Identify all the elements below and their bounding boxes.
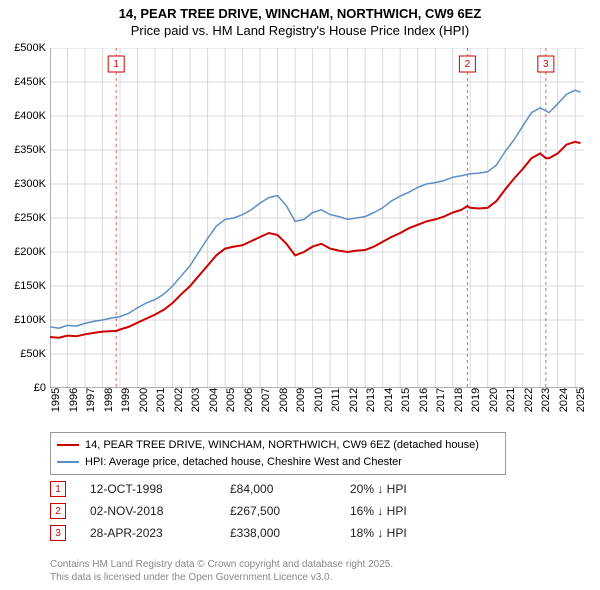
attribution-footer: Contains HM Land Registry data © Crown c… bbox=[50, 558, 393, 584]
x-axis-label: 1997 bbox=[85, 388, 97, 412]
x-axis-label: 2009 bbox=[295, 388, 307, 412]
x-axis-label: 2019 bbox=[470, 388, 482, 412]
sale-hpi-diff: 16% ↓ HPI bbox=[350, 504, 470, 518]
sale-date: 12-OCT-1998 bbox=[90, 482, 230, 496]
x-axis-label: 2001 bbox=[155, 388, 167, 412]
series-property bbox=[50, 142, 581, 338]
sale-price: £84,000 bbox=[230, 482, 350, 496]
sale-marker-icon: 3 bbox=[50, 525, 66, 541]
x-axis-label: 2003 bbox=[190, 388, 202, 412]
x-axis-label: 2024 bbox=[558, 388, 570, 412]
y-axis-label: £100K bbox=[2, 314, 46, 326]
y-axis-label: £200K bbox=[2, 246, 46, 258]
title-address: 14, PEAR TREE DRIVE, WINCHAM, NORTHWICH,… bbox=[0, 6, 600, 23]
x-axis-label: 2007 bbox=[260, 388, 272, 412]
sale-hpi-diff: 20% ↓ HPI bbox=[350, 482, 470, 496]
y-axis-label: £0 bbox=[2, 382, 46, 394]
chart-container: 14, PEAR TREE DRIVE, WINCHAM, NORTHWICH,… bbox=[0, 0, 600, 590]
x-axis-label: 2015 bbox=[400, 388, 412, 412]
legend-swatch bbox=[57, 461, 79, 463]
chart-area: 123 £0£50K£100K£150K£200K£250K£300K£350K… bbox=[50, 48, 584, 388]
x-axis-label: 2020 bbox=[488, 388, 500, 412]
x-axis-label: 2011 bbox=[330, 388, 342, 412]
y-axis-label: £50K bbox=[2, 348, 46, 360]
sale-marker-icon: 2 bbox=[50, 503, 66, 519]
sales-table: 1 12-OCT-1998£84,00020% ↓ HPI 2 02-NOV-2018… bbox=[50, 478, 470, 544]
footer-line1: Contains HM Land Registry data © Crown c… bbox=[50, 558, 393, 571]
y-axis-label: £500K bbox=[2, 42, 46, 54]
x-axis-label: 2014 bbox=[383, 388, 395, 412]
sale-date: 28-APR-2023 bbox=[90, 526, 230, 540]
x-axis-label: 1998 bbox=[103, 388, 115, 412]
svg-text:1: 1 bbox=[113, 59, 119, 70]
y-axis-label: £250K bbox=[2, 212, 46, 224]
x-axis-label: 2021 bbox=[505, 388, 517, 412]
series-hpi bbox=[50, 90, 581, 328]
y-axis-label: £300K bbox=[2, 178, 46, 190]
y-axis-label: £350K bbox=[2, 144, 46, 156]
svg-text:3: 3 bbox=[543, 59, 549, 70]
x-axis-label: 2005 bbox=[225, 388, 237, 412]
x-axis-label: 2023 bbox=[540, 388, 552, 412]
x-axis-label: 2018 bbox=[453, 388, 465, 412]
legend-label: 14, PEAR TREE DRIVE, WINCHAM, NORTHWICH,… bbox=[85, 437, 479, 454]
title-block: 14, PEAR TREE DRIVE, WINCHAM, NORTHWICH,… bbox=[0, 0, 600, 40]
sale-hpi-diff: 18% ↓ HPI bbox=[350, 526, 470, 540]
x-axis-label: 1999 bbox=[120, 388, 132, 412]
x-axis-label: 2008 bbox=[278, 388, 290, 412]
sale-date: 02-NOV-2018 bbox=[90, 504, 230, 518]
legend-item: HPI: Average price, detached house, Ches… bbox=[57, 454, 499, 471]
x-axis-label: 2006 bbox=[243, 388, 255, 412]
x-axis-label: 1995 bbox=[50, 388, 62, 412]
x-axis-label: 2016 bbox=[418, 388, 430, 412]
sale-row: 3 28-APR-2023£338,00018% ↓ HPI bbox=[50, 522, 470, 544]
sale-price: £267,500 bbox=[230, 504, 350, 518]
x-axis-label: 2012 bbox=[348, 388, 360, 412]
x-axis-label: 2010 bbox=[313, 388, 325, 412]
legend-label: HPI: Average price, detached house, Ches… bbox=[85, 454, 402, 471]
x-axis-label: 1996 bbox=[68, 388, 80, 412]
y-axis-label: £450K bbox=[2, 76, 46, 88]
legend-swatch bbox=[57, 444, 79, 446]
x-axis-label: 2000 bbox=[138, 388, 150, 412]
footer-line2: This data is licensed under the Open Gov… bbox=[50, 571, 393, 584]
x-axis-label: 2004 bbox=[208, 388, 220, 412]
title-subtitle: Price paid vs. HM Land Registry's House … bbox=[0, 23, 600, 40]
line-chart: 1 2 3 bbox=[50, 48, 584, 388]
sale-marker-icon: 1 bbox=[50, 481, 66, 497]
sale-row: 1 12-OCT-1998£84,00020% ↓ HPI bbox=[50, 478, 470, 500]
sale-row: 2 02-NOV-2018£267,50016% ↓ HPI bbox=[50, 500, 470, 522]
legend-item: 14, PEAR TREE DRIVE, WINCHAM, NORTHWICH,… bbox=[57, 437, 499, 454]
y-axis-label: £400K bbox=[2, 110, 46, 122]
svg-text:2: 2 bbox=[465, 59, 471, 70]
x-axis-label: 2025 bbox=[575, 388, 587, 412]
y-axis-label: £150K bbox=[2, 280, 46, 292]
x-axis-label: 2022 bbox=[523, 388, 535, 412]
x-axis-label: 2002 bbox=[173, 388, 185, 412]
sale-price: £338,000 bbox=[230, 526, 350, 540]
legend: 14, PEAR TREE DRIVE, WINCHAM, NORTHWICH,… bbox=[50, 432, 506, 475]
x-axis-label: 2013 bbox=[365, 388, 377, 412]
x-axis-label: 2017 bbox=[435, 388, 447, 412]
